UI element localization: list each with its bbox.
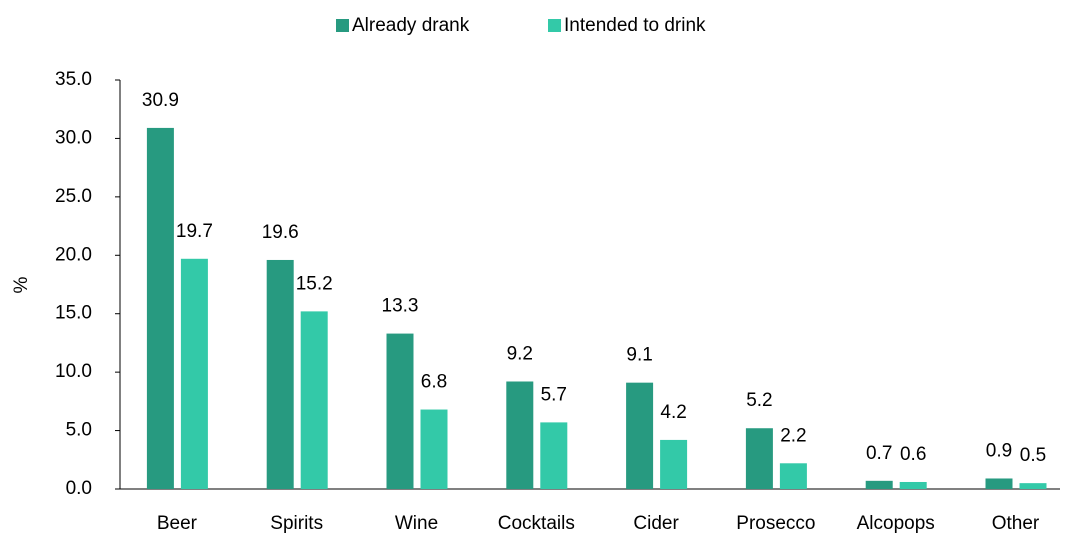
bar [626,382,654,489]
bar [420,409,448,489]
legend-swatch [336,19,349,32]
value-label: 9.2 [507,344,533,365]
y-tick-label: 15.0 [55,303,92,324]
x-tick-label: Prosecco [736,513,815,534]
legend-swatch [548,19,561,32]
value-label: 0.7 [866,443,892,464]
value-label: 0.6 [900,444,926,465]
x-tick-label: Wine [395,513,438,534]
value-label: 5.7 [541,384,567,405]
value-label: 19.6 [262,222,299,243]
y-tick-label: 35.0 [55,69,92,90]
y-tick-label: 20.0 [55,244,92,265]
y-tick-label: 0.0 [66,478,92,499]
bar [865,480,893,489]
value-label: 0.9 [986,440,1012,461]
bar [266,259,294,489]
bar [146,127,174,489]
value-label: 19.7 [176,221,213,242]
x-tick-label: Cider [633,513,679,534]
y-tick-label: 25.0 [55,186,92,207]
bar [660,439,688,489]
value-label: 5.2 [746,390,772,411]
x-tick-label: Spirits [270,513,323,534]
value-label: 9.1 [626,345,652,366]
bar [386,333,414,489]
value-label: 30.9 [142,90,179,111]
bar [899,481,927,489]
value-label: 6.8 [421,372,447,393]
bar [779,463,807,489]
x-tick-label: Beer [157,513,198,534]
bar [300,311,328,489]
value-label: 13.3 [382,296,419,317]
bar [506,381,534,489]
x-tick-label: Other [992,513,1040,534]
bar [1019,483,1047,489]
value-label: 2.2 [780,425,806,446]
bar [745,428,773,489]
bar [540,422,568,489]
y-tick-label: 30.0 [55,127,92,148]
y-tick-label: 10.0 [55,361,92,382]
y-axis-label: % [11,276,32,293]
y-tick-label: 5.0 [66,420,92,441]
legend-label: Already drank [352,15,470,36]
value-label: 4.2 [660,402,686,423]
value-label: 15.2 [296,273,333,294]
x-tick-label: Alcopops [857,513,935,534]
x-tick-label: Cocktails [498,513,575,534]
legend-label: Intended to drink [564,15,706,36]
bar [180,258,208,489]
value-label: 0.5 [1020,445,1046,466]
bar [985,478,1013,489]
